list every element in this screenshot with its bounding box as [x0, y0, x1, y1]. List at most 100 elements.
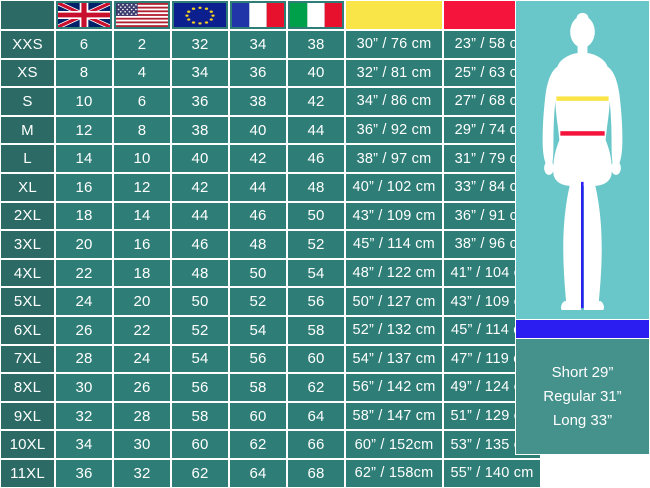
bust-cell: 40” / 102 cm	[345, 172, 443, 202]
blue-inseam-bar	[515, 320, 650, 338]
bust-cell: 56” / 142 cm	[345, 373, 443, 402]
it-cell: 40	[287, 58, 345, 88]
table-row: 8XL 30 26 56 58 62 56” / 142 cm 49” / 124 cm	[0, 373, 541, 402]
inseam-measure-line	[581, 181, 584, 309]
uk-cell: 24	[55, 287, 113, 316]
us-cell: 32	[113, 458, 171, 488]
size-label-cell: XS	[0, 58, 55, 88]
bust-cell: 48” / 122 cm	[345, 258, 443, 288]
eu-cell: 58	[171, 401, 229, 431]
it-cell: 50	[287, 201, 345, 231]
uk-cell: 28	[55, 344, 113, 374]
us-cell: 28	[113, 401, 171, 431]
eu-cell: 50	[171, 287, 229, 316]
it-cell: 64	[287, 401, 345, 431]
eu-cell: 52	[171, 315, 229, 345]
fr-cell: 38	[229, 87, 287, 116]
us-cell: 6	[113, 87, 171, 116]
us-cell: 2	[113, 30, 171, 59]
it-cell: 46	[287, 144, 345, 173]
bust-cell: 60” / 152cm	[345, 430, 443, 459]
bust-cell: 50” / 127 cm	[345, 287, 443, 316]
table-row: XXS 6 2 32 34 38 30” / 76 cm 23” / 58 cm	[0, 30, 541, 59]
size-label-cell: 7XL	[0, 344, 55, 374]
uk-cell: 30	[55, 373, 113, 402]
fr-cell: 56	[229, 344, 287, 374]
fr-cell: 62	[229, 430, 287, 459]
fr-cell: 44	[229, 172, 287, 202]
waist-cell: 55” / 140 cm	[443, 458, 541, 488]
uk-cell: 34	[55, 430, 113, 459]
waist-measure-line	[560, 131, 605, 136]
it-cell: 44	[287, 115, 345, 145]
table-row: XS 8 4 34 36 40 32” / 81 cm 25” / 63 cm	[0, 58, 541, 88]
size-table: XXS 6 2 32 34 38 30” / 76 cm 23” / 58 cm XS 8 4 34 3…	[0, 0, 541, 488]
eu-cell: 54	[171, 344, 229, 374]
it-cell: 60	[287, 344, 345, 374]
eu-cell: 56	[171, 373, 229, 402]
us-cell: 14	[113, 201, 171, 231]
italy-flag-icon	[287, 0, 345, 30]
uk-flag-icon	[55, 0, 113, 30]
us-cell: 22	[113, 315, 171, 345]
bust-cell: 58” / 147 cm	[345, 401, 443, 431]
table-row: 9XL 32 28 58 60 64 58” / 147 cm 51” / 129 cm	[0, 401, 541, 431]
eu-cell: 46	[171, 230, 229, 259]
us-cell: 30	[113, 430, 171, 459]
uk-cell: 26	[55, 315, 113, 345]
size-label-cell: 3XL	[0, 230, 55, 259]
fr-cell: 40	[229, 115, 287, 145]
fr-cell: 46	[229, 201, 287, 231]
it-cell: 68	[287, 458, 345, 488]
uk-cell: 14	[55, 144, 113, 173]
bust-cell: 36” / 92 cm	[345, 115, 443, 145]
uk-cell: 8	[55, 58, 113, 88]
size-label-cell: M	[0, 115, 55, 145]
uk-cell: 36	[55, 458, 113, 488]
inseam-long-label: Long 33”	[552, 412, 613, 429]
uk-cell: 32	[55, 401, 113, 431]
size-label-cell: 9XL	[0, 401, 55, 431]
fr-cell: 64	[229, 458, 287, 488]
inseam-short-label: Short 29”	[551, 364, 614, 381]
table-row: 5XL 24 20 50 52 56 50” / 127 cm 43” / 109 cm	[0, 287, 541, 316]
size-label-cell: 5XL	[0, 287, 55, 316]
bust-cell: 45” / 114 cm	[345, 230, 443, 259]
eu-flag-icon	[171, 0, 229, 30]
uk-cell: 22	[55, 258, 113, 288]
us-flag-icon	[113, 0, 171, 30]
bust-measure-line	[556, 96, 609, 101]
size-label-cell: 8XL	[0, 373, 55, 402]
uk-cell: 10	[55, 87, 113, 116]
size-label-cell: 6XL	[0, 315, 55, 345]
fr-cell: 60	[229, 401, 287, 431]
table-row: M 12 8 38 40 44 36” / 92 cm 29” / 74 cm	[0, 115, 541, 145]
size-label-cell: 4XL	[0, 258, 55, 288]
eu-cell: 42	[171, 172, 229, 202]
bust-cell: 32” / 81 cm	[345, 58, 443, 88]
table-body: XXS 6 2 32 34 38 30” / 76 cm 23” / 58 cm XS 8 4 34 3…	[0, 30, 541, 488]
bust-cell: 38” / 97 cm	[345, 144, 443, 173]
figure-panel: Short 29” Regular 31” Long 33”	[515, 0, 650, 455]
it-cell: 48	[287, 172, 345, 202]
us-cell: 26	[113, 373, 171, 402]
size-label-cell: XXS	[0, 30, 55, 59]
bust-cell: 34” / 86 cm	[345, 87, 443, 116]
bust-cell: 30” / 76 cm	[345, 30, 443, 59]
table-row: L 14 10 40 42 46 38” / 97 cm 31” / 79 cm	[0, 144, 541, 173]
us-cell: 10	[113, 144, 171, 173]
eu-cell: 32	[171, 30, 229, 59]
fr-cell: 42	[229, 144, 287, 173]
bust-cell: 43” / 109 cm	[345, 201, 443, 231]
table-row: 10XL 34 30 60 62 66 60” / 152cm 53” / 135 cm	[0, 430, 541, 459]
it-cell: 38	[287, 30, 345, 59]
eu-cell: 62	[171, 458, 229, 488]
us-cell: 12	[113, 172, 171, 202]
yellow-swatch	[345, 0, 443, 30]
table-row: XL 16 12 42 44 48 40” / 102 cm 33” / 84 cm	[0, 172, 541, 202]
eu-cell: 44	[171, 201, 229, 231]
it-cell: 62	[287, 373, 345, 402]
eu-cell: 48	[171, 258, 229, 288]
eu-cell: 38	[171, 115, 229, 145]
